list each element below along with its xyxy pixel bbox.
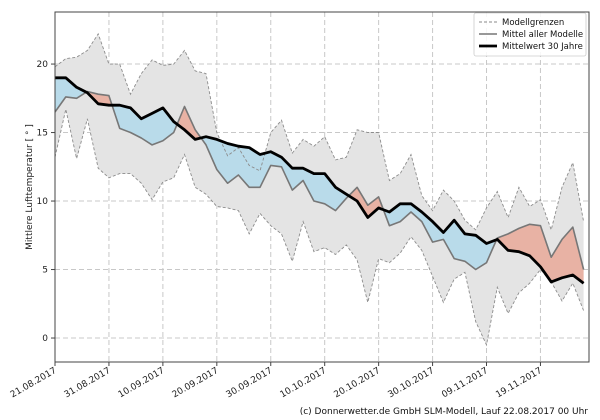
plot-area: [55, 32, 585, 347]
x-tick-label: 20.10.2017: [333, 366, 383, 400]
y-tick-label: 0: [42, 334, 48, 344]
model-upper-bound-line: [55, 32, 585, 232]
x-tick-label: 31.08.2017: [63, 366, 113, 400]
legend: Modellgrenzen Mittel aller Modelle Mitte…: [473, 12, 587, 57]
x-tick-label: 30.09.2017: [225, 366, 275, 400]
legend-box: [473, 12, 587, 57]
legend-label-model-bounds: Modellgrenzen: [502, 18, 564, 28]
y-tick-label: 5: [42, 266, 48, 276]
legend-label-model-mean: Mittel aller Modelle: [502, 30, 583, 40]
y-tick-label: 10: [37, 197, 49, 207]
model-lower-bound-line: [55, 109, 585, 347]
climate-mean-line: [55, 76, 585, 285]
footer-credit: (c) Donnerwetter.de GmbH SLM-Modell, Lau…: [300, 407, 589, 417]
plot-frame: [54, 11, 590, 363]
x-tick-label: 09.11.2017: [440, 366, 490, 400]
x-tick-label: 20.09.2017: [171, 366, 221, 400]
y-tick-label: 15: [37, 129, 48, 139]
x-tick-label: 10.09.2017: [117, 366, 167, 400]
x-tick-label: 21.08.2017: [9, 366, 59, 400]
legend-label-climate-mean: Mittelwert 30 Jahre: [502, 42, 583, 52]
y-axis-label: Mittlere Lufttemperatur [ ° ]: [25, 124, 35, 250]
x-tick-label: 30.10.2017: [386, 366, 436, 400]
x-tick-label: 19.11.2017: [494, 366, 544, 400]
model-mean-line: [55, 90, 585, 271]
y-tick-label: 20: [37, 60, 49, 70]
x-tick-label: 10.10.2017: [279, 366, 329, 400]
